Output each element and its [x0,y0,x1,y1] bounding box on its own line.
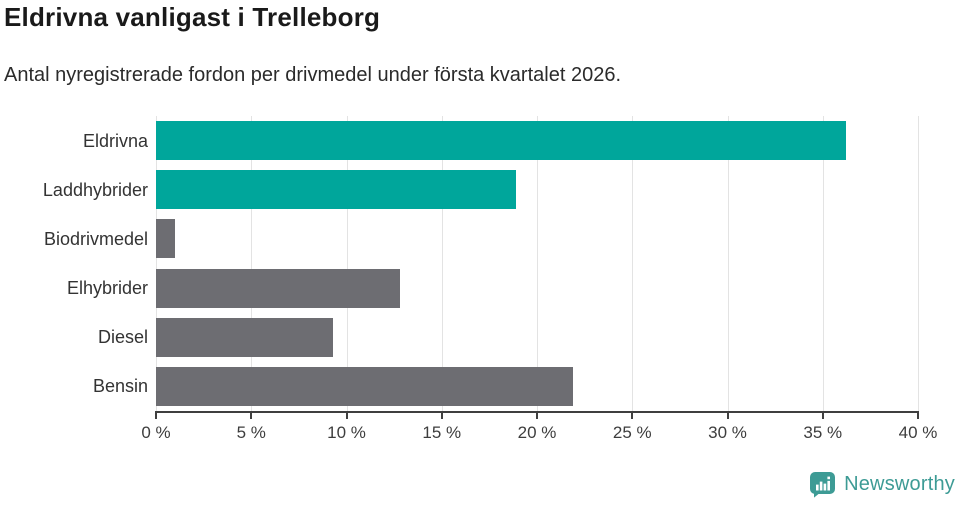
gridline [822,116,824,411]
x-axis-line [155,411,919,413]
bar-eldrivna [156,121,846,161]
tick-label: 30 % [708,423,747,442]
category-label: Biodrivmedel [43,228,148,249]
newsworthy-logo-text: Newsworthy [844,472,955,495]
newsworthy-logo: Newsworthy [809,469,955,499]
category-axis: Eldrivna Laddhybrider Biodrivmedel Elhybrid… [0,116,148,411]
category-label: Bensin [92,376,148,397]
gridline [441,116,443,411]
tick-label: 15 % [422,423,462,442]
tick-label: 0 % [141,423,171,442]
tick-mark [631,413,634,419]
tick-label: 35 % [803,423,843,442]
bar-bensin [156,366,574,406]
bar-laddhybrider [156,170,517,210]
bar-elhybrider [156,268,400,308]
tick-label: 10 % [327,423,366,442]
gridline [918,116,919,411]
x-axis-ticks: 0 % 5 % 10 % 15 % 20 % 25 % 30 % 35 % 40 % [141,413,937,453]
gridline [727,116,729,411]
tick-label: 25 % [612,423,652,442]
tick-mark [821,413,824,419]
gridline [251,116,253,411]
gridline [537,116,538,411]
tick-mark [345,413,348,419]
tick-mark [440,413,443,419]
tick-mark [536,413,538,419]
bar-diesel [156,317,334,357]
category-label: Eldrivna [82,130,148,151]
chart-title: Eldrivna vanligast i Trelleborg [4,2,381,32]
tick-label: 40 % [898,423,938,442]
plot-area [156,116,919,411]
gridline [346,116,348,411]
tick-label: 20 % [517,423,557,442]
tick-label: 5 % [236,423,266,442]
newsworthy-logo-icon [810,471,836,498]
tick-mark [917,413,919,419]
gridline [632,116,634,411]
tick-mark [155,413,157,419]
category-label: Diesel [97,327,148,348]
tick-mark [250,413,253,419]
gridline [156,116,157,411]
category-label: Laddhybrider [42,179,148,200]
tick-mark [726,413,729,419]
category-label: Elhybrider [66,278,148,299]
chart-subtitle: Antal nyregistrerade fordon per drivmede… [4,64,622,86]
bar-biodrivmedel [156,219,176,259]
